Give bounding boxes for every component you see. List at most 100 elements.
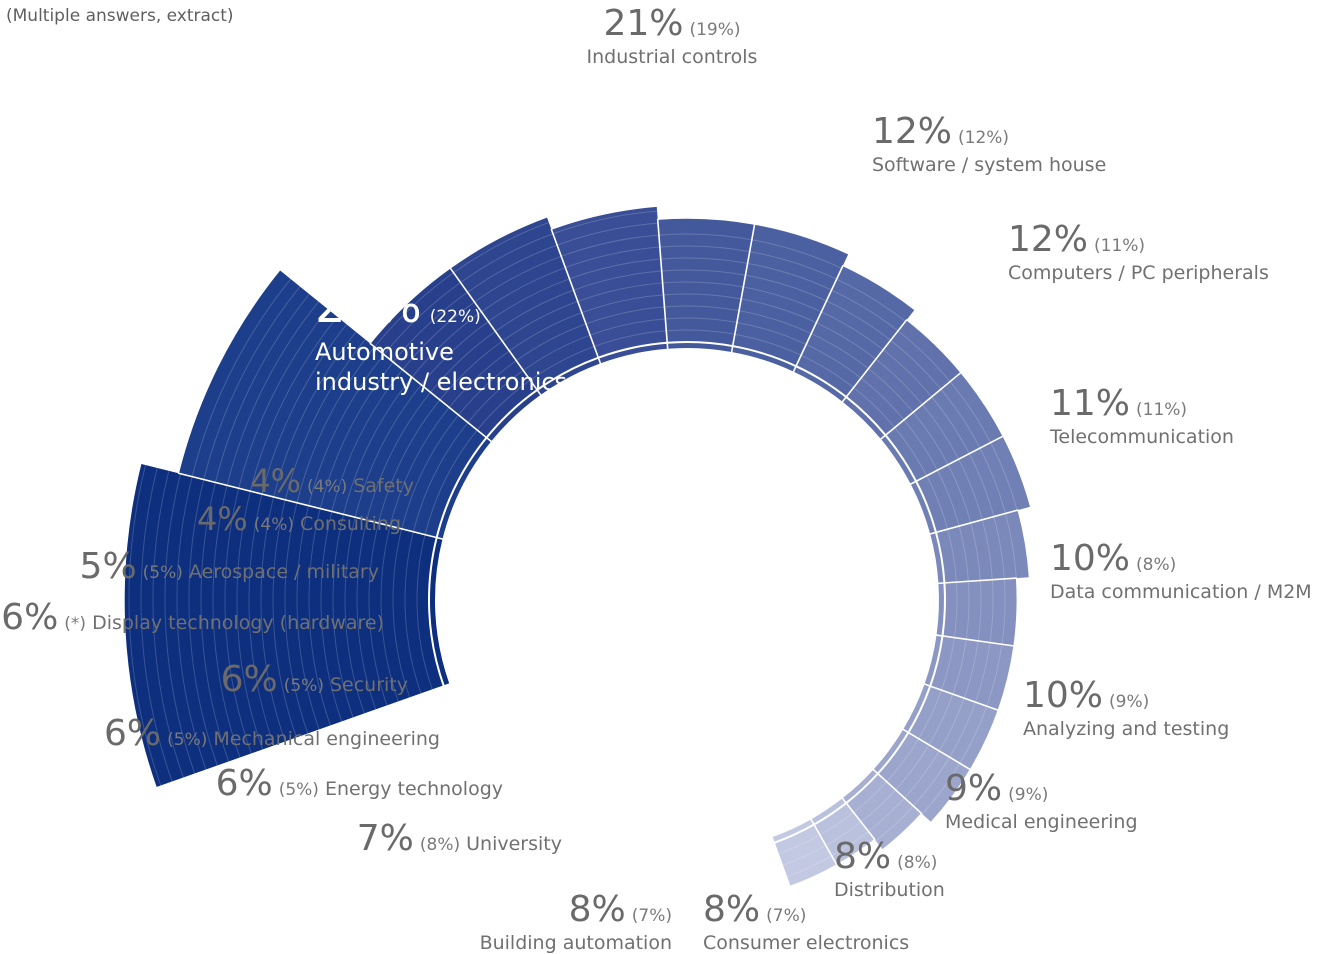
inner-rim xyxy=(598,343,668,364)
label-13: 6% (5%) Energy technology xyxy=(216,763,503,804)
bar-segment-2 xyxy=(179,270,492,540)
category-label: Distribution xyxy=(834,879,945,901)
inner-rim xyxy=(936,582,945,636)
label-6: 10% (8%)Data communication / M2M xyxy=(1050,538,1312,603)
segment-divider xyxy=(449,267,542,397)
bar-segment-13 xyxy=(936,578,1017,646)
inner-rim xyxy=(487,390,541,442)
bar-segment-10 xyxy=(880,372,1003,485)
label-11: 8% (7%)Building automation xyxy=(480,889,672,954)
segment-divider xyxy=(656,218,669,350)
bar-segment-5 xyxy=(551,206,668,364)
value-label: 11% (11%) xyxy=(1050,383,1187,424)
value-label: 7% (8%) University xyxy=(357,818,562,859)
value-label: 10% (9%) xyxy=(1023,675,1149,716)
bar-segment-7 xyxy=(731,224,849,372)
segment-divider xyxy=(935,634,1015,647)
segment-divider xyxy=(155,683,451,789)
label-7: 10% (9%)Analyzing and testing xyxy=(1023,675,1229,740)
label-3: 12% (12%)Software / system house xyxy=(872,111,1106,176)
category-label: Display technology (hardware) xyxy=(92,612,384,634)
inner-rim xyxy=(811,798,846,824)
label-19: 4% (4%) Safety xyxy=(250,462,414,500)
segment-divider xyxy=(809,818,838,866)
bar-segment-3 xyxy=(370,268,541,442)
segment-divider xyxy=(929,509,1019,535)
segment-divider xyxy=(879,371,962,441)
category-label: Computers / PC peripherals xyxy=(1008,262,1269,284)
value-label: 6% (5%) Mechanical engineering xyxy=(104,713,440,754)
segment-divider xyxy=(550,228,602,365)
inner-rim xyxy=(772,819,814,842)
segment-divider xyxy=(923,683,999,712)
label-15: 6% (5%) Security xyxy=(221,659,408,700)
category-label: Analyzing and testing xyxy=(1023,718,1229,740)
inner-rim xyxy=(667,343,733,352)
segment-divider xyxy=(369,342,493,443)
bar-segment-19 xyxy=(772,819,837,886)
inner-rim xyxy=(880,435,916,485)
segment-divider xyxy=(841,797,876,841)
inner-rim xyxy=(930,532,944,584)
category-label: Building automation xyxy=(480,932,672,954)
segment-divider xyxy=(901,728,972,771)
value-label: 8% (7%) xyxy=(569,889,672,930)
label-12: 7% (8%) University xyxy=(357,818,562,859)
bar-segment-8 xyxy=(793,266,915,402)
bar-segment-12 xyxy=(930,510,1029,584)
segment-divider xyxy=(841,319,908,403)
inner-rim xyxy=(842,769,878,803)
category-label: Telecommunication xyxy=(1049,426,1234,448)
category-label: Software / system house xyxy=(872,154,1106,176)
segment-divider xyxy=(872,768,923,815)
segment-divider xyxy=(937,577,1017,585)
category-label: Mechanical engineering xyxy=(213,728,440,750)
inner-rim xyxy=(903,684,930,732)
category-label: Safety xyxy=(353,475,414,497)
inner-rim xyxy=(437,438,492,540)
bar-segment-6 xyxy=(657,218,755,352)
label-8: 9% (9%)Medical engineering xyxy=(945,768,1138,833)
inner-rim xyxy=(924,635,942,686)
bar-segment-11 xyxy=(910,436,1031,534)
segment-divider xyxy=(730,223,756,354)
label-16: 6% (*) Display technology (hardware) xyxy=(1,597,384,638)
value-label: 10% (8%) xyxy=(1050,538,1176,579)
label-10: 8% (7%)Consumer electronics xyxy=(703,889,909,954)
category-label: Energy technology xyxy=(325,778,503,800)
category-label: Aerospace / military xyxy=(189,561,379,583)
value-label: 8% (8%) xyxy=(834,836,937,877)
bar-segment-14 xyxy=(924,635,1014,711)
category-label: Consulting xyxy=(300,513,401,535)
inner-rim xyxy=(731,347,796,372)
value-label: 5% (5%) Aerospace / military xyxy=(80,546,379,587)
category-label: University xyxy=(466,833,562,855)
label-17: 5% (5%) Aerospace / military xyxy=(80,546,379,587)
value-label: 12% (11%) xyxy=(1008,219,1145,260)
segment-divider xyxy=(909,435,1004,486)
category-label: Data communication / M2M xyxy=(1050,581,1312,603)
value-label: 24% (22%) xyxy=(315,278,481,334)
bar-segment-16 xyxy=(873,729,970,822)
bar-segment-4 xyxy=(450,217,601,395)
category-label: Medical engineering xyxy=(945,811,1138,833)
chart-subtitle: (Multiple answers, extract) xyxy=(6,6,234,26)
label-18: 4% (4%) Consulting xyxy=(197,500,401,538)
value-label: 8% (7%) xyxy=(703,889,806,930)
value-label: 21% (19%) xyxy=(603,3,740,44)
category-label: Consumer electronics xyxy=(703,932,909,954)
value-label: 6% (*) Display technology (hardware) xyxy=(1,597,384,638)
value-label: 4% (4%) Consulting xyxy=(197,500,401,538)
value-label: 4% (4%) Safety xyxy=(250,462,414,500)
bar-segment-15 xyxy=(903,684,998,770)
inner-rim xyxy=(537,358,601,395)
category-label: Industrial controls xyxy=(587,46,758,68)
inner-rim xyxy=(430,537,450,686)
label-5: 11% (11%)Telecommunication xyxy=(1049,383,1234,448)
inner-rim xyxy=(793,367,846,402)
label-14: 6% (5%) Mechanical engineering xyxy=(104,713,440,754)
category-label: Security xyxy=(330,674,408,696)
value-label: 6% (5%) Security xyxy=(221,659,408,700)
